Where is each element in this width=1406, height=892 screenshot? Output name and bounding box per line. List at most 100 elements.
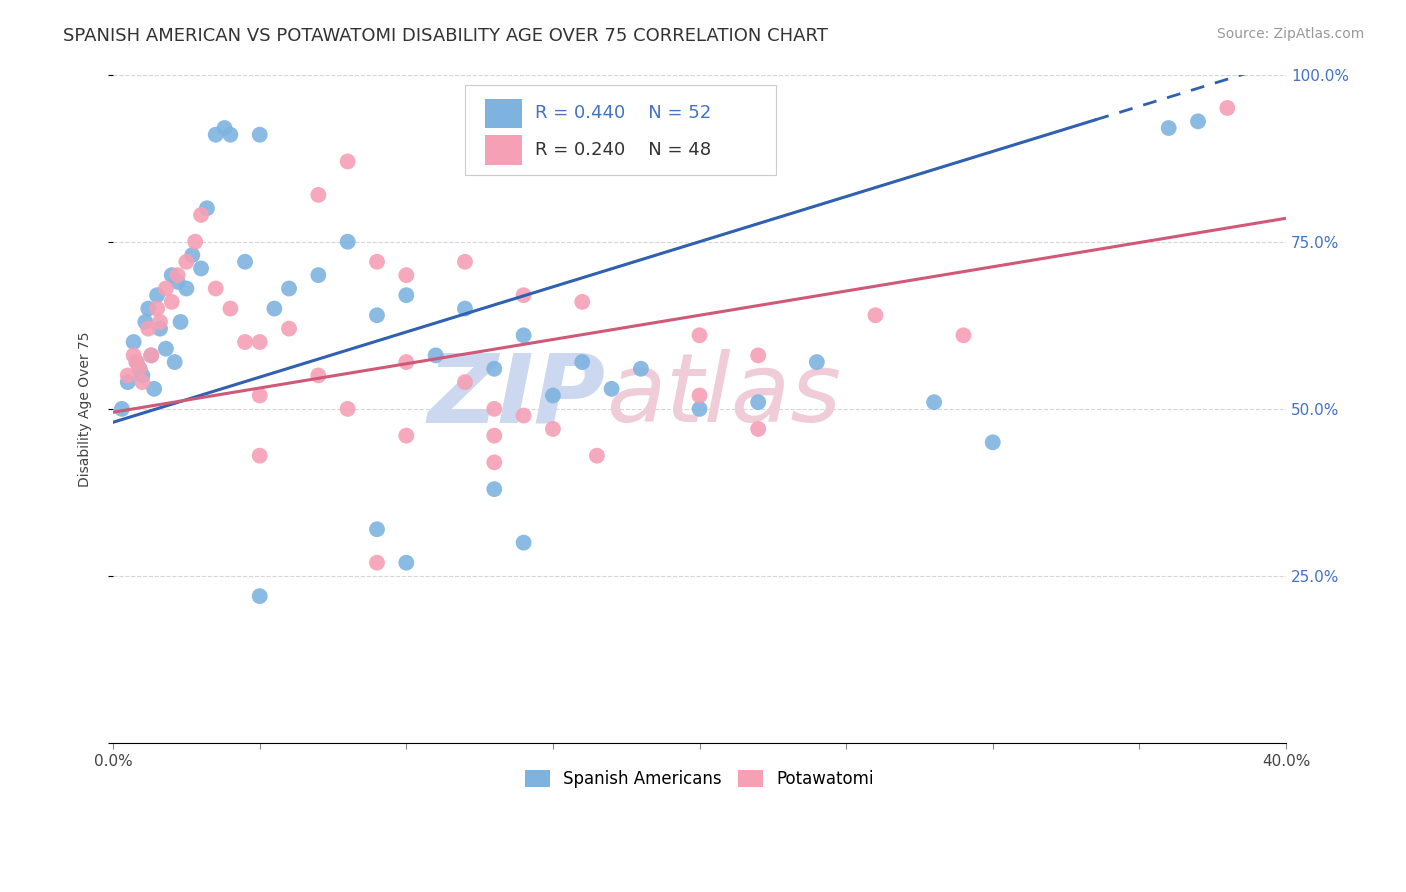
Point (117, 375, 139, 389)
Point (484, 428, 506, 442)
Point (307, 268, 329, 282)
Point (454, 375, 477, 389)
Point (249, 449, 271, 463)
Point (190, 208, 212, 222)
Point (190, 261, 212, 276)
Point (143, 382, 166, 396)
Point (747, 348, 769, 362)
Point (395, 268, 418, 282)
Point (484, 361, 506, 376)
Point (366, 308, 388, 322)
Point (136, 301, 159, 316)
Point (166, 275, 188, 289)
Point (166, 268, 188, 282)
Point (981, 435, 1004, 450)
Point (233, 334, 256, 349)
Point (249, 334, 271, 349)
Point (155, 281, 177, 295)
Point (366, 522, 388, 536)
Point (336, 154, 359, 169)
Point (865, 308, 887, 322)
Point (484, 401, 506, 416)
Point (195, 201, 218, 215)
Point (747, 395, 769, 409)
Text: ZIP: ZIP (427, 349, 606, 442)
Point (214, 121, 236, 136)
Point (689, 401, 711, 416)
Point (395, 355, 418, 369)
Point (128, 361, 150, 376)
Point (571, 355, 593, 369)
Point (134, 315, 156, 329)
Point (747, 422, 769, 436)
Point (122, 334, 145, 349)
Point (630, 361, 652, 376)
Point (922, 395, 945, 409)
Point (454, 254, 477, 268)
Point (169, 315, 191, 329)
Point (512, 328, 534, 343)
Point (233, 254, 256, 268)
Point (336, 235, 359, 249)
Point (307, 187, 329, 202)
Point (1187, 114, 1209, 128)
Point (395, 428, 418, 442)
Point (176, 254, 198, 268)
Point (204, 128, 226, 142)
Point (136, 321, 159, 335)
Point (128, 361, 150, 376)
Point (181, 248, 204, 262)
Point (125, 355, 148, 369)
Point (176, 281, 198, 295)
Point (806, 355, 828, 369)
Point (395, 556, 418, 570)
Point (425, 348, 447, 362)
Point (149, 321, 172, 335)
Point (146, 301, 169, 316)
Point (249, 128, 271, 142)
Point (131, 368, 153, 383)
Point (586, 449, 609, 463)
Point (111, 401, 134, 416)
Point (131, 375, 153, 389)
Point (160, 294, 183, 309)
Point (454, 301, 477, 316)
Point (395, 288, 418, 302)
Point (155, 342, 177, 356)
Bar (485, 99, 523, 128)
Point (484, 482, 506, 496)
Text: R = 0.240    N = 48: R = 0.240 N = 48 (536, 141, 711, 159)
Point (484, 455, 506, 469)
Point (219, 128, 242, 142)
Point (366, 556, 388, 570)
Point (263, 301, 285, 316)
Y-axis label: Disability Age Over 75: Disability Age Over 75 (79, 331, 93, 487)
Point (952, 328, 974, 343)
Point (249, 388, 271, 402)
Point (278, 321, 301, 335)
Point (141, 348, 163, 362)
Point (204, 281, 226, 295)
Point (1157, 121, 1180, 136)
FancyBboxPatch shape (465, 85, 776, 175)
Point (512, 288, 534, 302)
Text: atlas: atlas (606, 349, 841, 442)
Point (571, 294, 593, 309)
Point (307, 368, 329, 383)
Point (184, 235, 207, 249)
Point (163, 355, 186, 369)
Point (336, 401, 359, 416)
Point (1216, 101, 1239, 115)
Point (541, 388, 564, 402)
Point (689, 328, 711, 343)
Point (160, 268, 183, 282)
Text: SPANISH AMERICAN VS POTAWATOMI DISABILITY AGE OVER 75 CORRELATION CHART: SPANISH AMERICAN VS POTAWATOMI DISABILIT… (63, 27, 828, 45)
Point (600, 382, 623, 396)
Point (219, 301, 242, 316)
Point (117, 368, 139, 383)
Point (146, 288, 169, 302)
Point (149, 315, 172, 329)
Legend: Spanish Americans, Potawatomi: Spanish Americans, Potawatomi (519, 764, 882, 795)
Text: R = 0.440    N = 52: R = 0.440 N = 52 (536, 104, 711, 122)
Point (512, 535, 534, 549)
